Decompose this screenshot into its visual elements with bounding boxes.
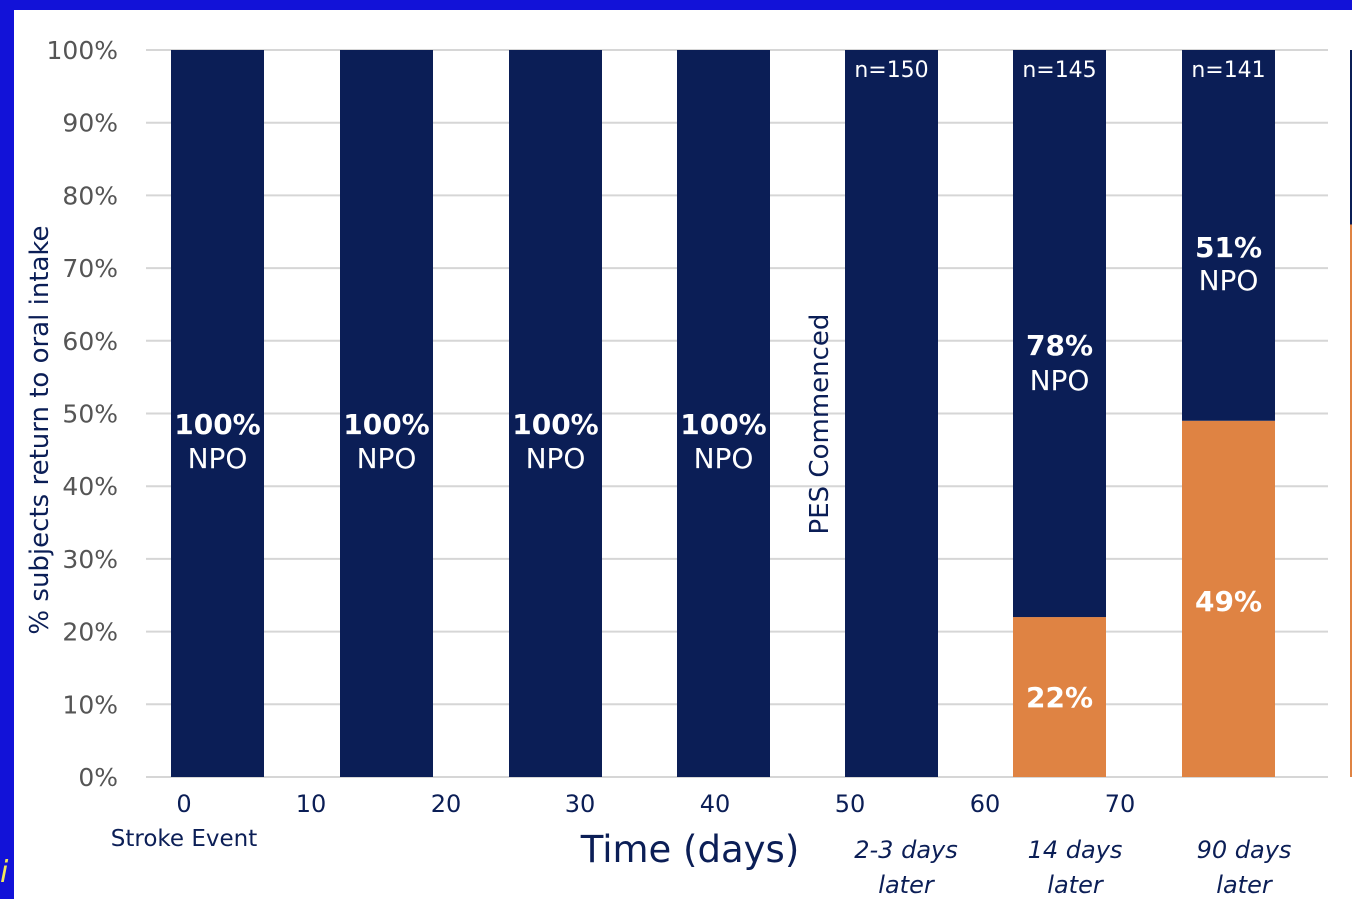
bar-npo-segment <box>677 50 770 777</box>
bar-return-segment <box>1182 420 1275 777</box>
bar-npo-segment <box>845 50 938 777</box>
stray-mark: i <box>0 855 9 890</box>
npo-text-label: NPO <box>694 442 754 475</box>
x-tick-label: 30 <box>565 790 596 818</box>
period-label-line2: later <box>1216 871 1274 899</box>
x-tick-label: 10 <box>296 790 327 818</box>
sample-size-label: n=145 <box>1022 58 1096 83</box>
x-tick-label: 20 <box>431 790 462 818</box>
x-tick-label: 60 <box>970 790 1001 818</box>
y-tick-label: 70% <box>62 254 118 283</box>
return-percent-label: 49% <box>1195 585 1262 618</box>
period-label-line2: later <box>1047 871 1105 899</box>
chart-panel: 100% NPO 100% NPO 100% NPO 100% NPO 78% NPO 51% NPO… <box>14 10 1352 899</box>
bar-npo-segment <box>509 50 602 777</box>
npo-percent-label: 78% <box>1026 329 1093 362</box>
return-percent-label: 22% <box>1026 681 1093 714</box>
x-axis-title: Time (days) <box>580 828 800 871</box>
x-tick-label: 40 <box>700 790 731 818</box>
y-tick-label: 20% <box>62 618 118 647</box>
npo-percent-label: 51% <box>1195 231 1262 264</box>
period-label-line1: 14 days <box>1028 836 1123 864</box>
y-tick-label: 10% <box>62 690 118 719</box>
npo-text-label: NPO <box>526 442 586 475</box>
sample-size-label: n=141 <box>1191 58 1265 83</box>
y-tick-label: 50% <box>62 400 118 429</box>
stacked-bar-chart: 100%NPO100%NPO100%NPO100%NPO78%NPO51%NPO… <box>25 36 1352 899</box>
npo-text-label: NPO <box>357 442 417 475</box>
y-tick-label: 60% <box>62 327 118 356</box>
bar-return-segment <box>1013 617 1106 777</box>
period-label-line1: 90 days <box>1197 836 1292 864</box>
stroke-event-label: Stroke Event <box>111 826 258 852</box>
bar-npo-segment <box>171 50 264 777</box>
x-tick-label: 50 <box>835 790 866 818</box>
npo-percent-label: 100% <box>343 408 430 441</box>
npo-percent-label: 100% <box>512 408 599 441</box>
pes-commenced-annotation: PES Commenced <box>805 314 835 535</box>
bar-npo-segment <box>1013 50 1106 618</box>
period-label-line1: 2-3 days <box>854 836 957 864</box>
bar-npo-segment <box>1182 50 1275 421</box>
x-tick-label: 0 <box>176 790 191 818</box>
y-tick-label: 40% <box>62 472 118 501</box>
x-tick-label: 70 <box>1105 790 1136 818</box>
npo-text-label: NPO <box>1199 264 1259 297</box>
period-label-line2: later <box>878 871 936 899</box>
y-axis-title: % subjects return to oral intake <box>25 225 55 634</box>
npo-text-label: NPO <box>1030 364 1090 397</box>
y-tick-label: 100% <box>47 36 118 65</box>
npo-percent-label: 100% <box>174 408 261 441</box>
y-tick-label: 80% <box>62 181 118 210</box>
npo-text-label: NPO <box>188 442 248 475</box>
bar-return-segment <box>1350 224 1352 778</box>
y-tick-label: 90% <box>62 109 118 138</box>
npo-percent-label: 100% <box>680 408 767 441</box>
sample-size-label: n=150 <box>854 58 928 83</box>
bar-npo-segment <box>1350 50 1352 225</box>
bar-npo-segment <box>340 50 433 777</box>
y-tick-label: 0% <box>78 763 118 792</box>
y-tick-label: 30% <box>62 545 118 574</box>
